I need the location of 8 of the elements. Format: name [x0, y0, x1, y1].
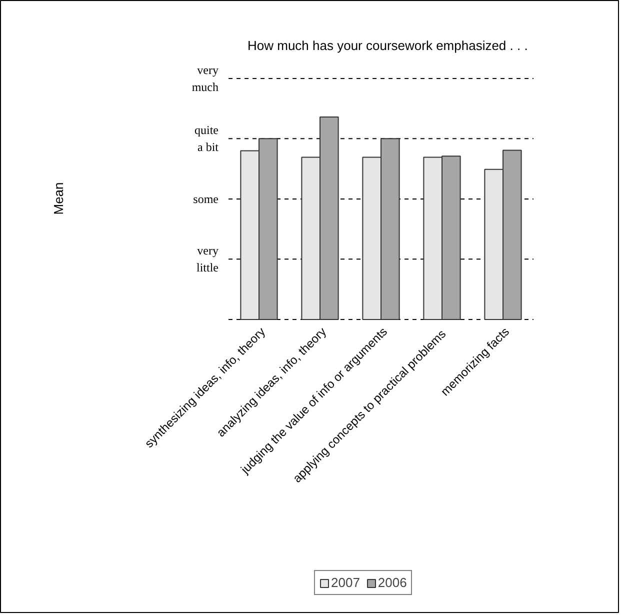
ref-line-label: quite a bit	[194, 123, 220, 154]
ref-line-label: very little	[196, 244, 219, 275]
legend-label: 2006	[378, 575, 407, 590]
ref-line-label: very much	[192, 63, 219, 94]
ref-line-label: some	[193, 192, 219, 206]
chart-title: How much has your coursework emphasized . . .	[248, 38, 528, 53]
text: Mean	[51, 182, 66, 215]
legend-label: 2007	[331, 575, 360, 590]
